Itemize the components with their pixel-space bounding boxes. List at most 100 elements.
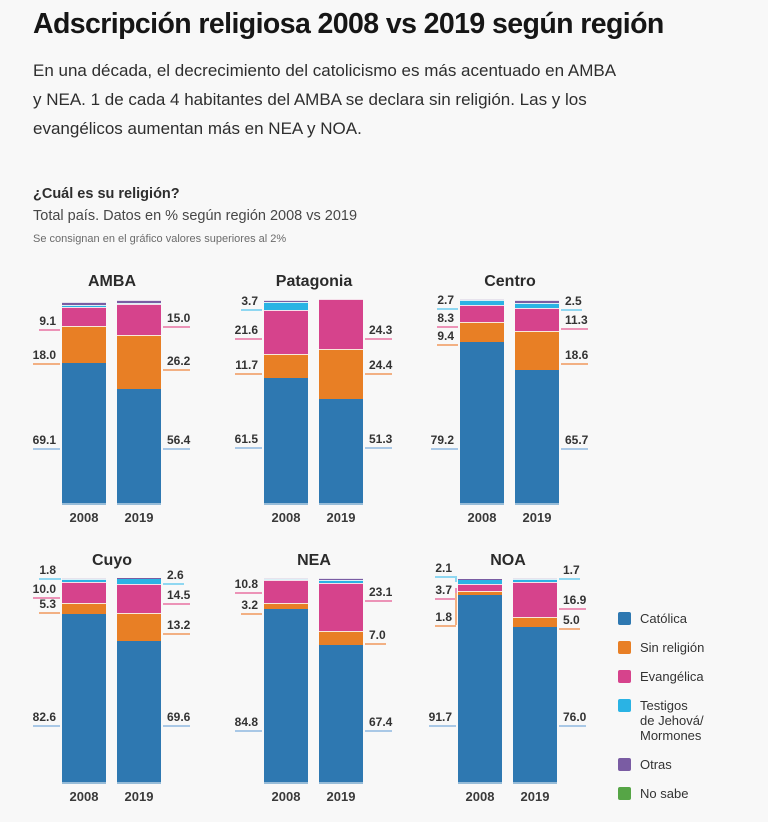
segment-evangelica <box>460 305 504 323</box>
segment-catolica <box>62 613 106 784</box>
value-label-catolica: 76.0 <box>559 710 587 728</box>
chart-title-noa: NOA <box>490 552 526 569</box>
segment-catolica <box>515 369 559 505</box>
segment-otras <box>319 578 363 581</box>
legend-item-sin_religion: Sin religión <box>618 640 758 655</box>
value-label-sin_religion: 11.7 <box>235 358 262 376</box>
legend-label-testigos: Testigos de Jehová/ Mormones <box>640 698 704 743</box>
year-label-2019: 2019 <box>326 510 356 525</box>
year-label-2019: 2019 <box>124 789 154 804</box>
segment-testigos <box>515 302 559 309</box>
leader-connector-testigos <box>59 577 61 581</box>
segment-evangelica <box>117 303 161 335</box>
segment-testigos <box>62 578 106 583</box>
chart-title-nea: NEA <box>297 552 331 569</box>
methodology-note: Se consignan en el gráfico valores super… <box>33 233 287 245</box>
segment-otras <box>264 578 308 580</box>
bar-2019-centro <box>515 300 559 505</box>
legend-label-evangelica: Evangélica <box>640 669 704 684</box>
segment-evangelica <box>319 583 363 631</box>
value-label-catolica: 56.4 <box>163 433 191 451</box>
segment-testigos <box>117 302 161 304</box>
segment-catolica <box>319 645 363 784</box>
year-label-2019: 2019 <box>522 510 552 525</box>
value-label-testigos: 2.7 <box>437 293 458 310</box>
value-label-sin_religion: 24.4 <box>365 358 393 376</box>
value-label-evangelica: 9.1 <box>39 314 60 331</box>
legend-swatch-sin_religion <box>618 641 631 654</box>
chart-amba: AMBA 2008 9.1 18.0 69.1 2019 15.0 26.2 56.4 <box>16 269 208 527</box>
year-label-2008: 2008 <box>271 510 301 525</box>
year-label-2008: 2008 <box>467 510 497 525</box>
segment-otras <box>458 578 502 580</box>
value-label-evangelica: 10.0 <box>32 582 60 599</box>
segment-testigos <box>513 578 557 583</box>
value-label-evangelica: 21.6 <box>234 323 262 341</box>
bar-2008-amba <box>62 301 106 505</box>
segment-otras <box>264 300 308 303</box>
value-label-testigos: 3.7 <box>241 294 262 311</box>
segment-sin_religion <box>513 617 557 628</box>
legend-label-sin_religion: Sin religión <box>640 640 705 655</box>
segment-evangelica <box>515 308 559 332</box>
chart-nea: NEA 2008 10.8 3.2 84.8 2019 23.1 7.0 67.4 <box>218 548 410 806</box>
value-label-evangelica: 10.8 <box>234 577 262 594</box>
chart-title-cuyo: Cuyo <box>92 552 132 569</box>
chart-cuyo: Cuyo 2008 1.8 10.0 5.3 82.6 2019 2.6 14.5 13.2 69.… <box>16 548 208 806</box>
value-label-sin_religion: 5.0 <box>559 613 580 631</box>
segment-sin_religion <box>319 349 363 400</box>
bar-2019-patagonia <box>319 299 363 505</box>
value-label-sin_religion: 18.6 <box>561 348 589 365</box>
segment-sin_religion <box>117 334 161 389</box>
year-label-2008: 2008 <box>69 789 99 804</box>
segment-sin_religion <box>460 322 504 342</box>
segment-otras <box>515 300 559 303</box>
year-label-2008: 2008 <box>465 789 495 804</box>
chart-title-centro: Centro <box>484 273 536 290</box>
segment-testigos <box>319 580 363 584</box>
value-label-sin_religion: 5.3 <box>39 597 60 614</box>
bar-2008-nea <box>264 578 308 784</box>
value-label-evangelica: 14.5 <box>163 588 191 605</box>
value-label-catolica: 65.7 <box>561 433 589 451</box>
value-label-evangelica: 24.3 <box>365 323 393 341</box>
segment-otras <box>460 299 504 300</box>
segment-catolica <box>513 627 557 784</box>
value-label-sin_religion: 1.8 <box>435 610 456 627</box>
value-label-testigos: 2.6 <box>163 568 184 585</box>
legend-item-catolica: Católica <box>618 611 758 626</box>
legend-item-testigos: Testigos de Jehová/ Mormones <box>618 698 758 743</box>
segment-sin_religion <box>319 630 363 646</box>
leader-connector-evangelica <box>455 587 457 598</box>
value-label-catolica: 69.6 <box>163 710 191 728</box>
bar-2008-noa <box>458 578 502 784</box>
legend-swatch-otras <box>618 758 631 771</box>
value-label-catolica: 67.4 <box>365 715 393 733</box>
bar-2019-nea <box>319 578 363 784</box>
segment-testigos <box>117 578 161 584</box>
segment-evangelica <box>117 583 161 614</box>
value-label-sin_religion: 26.2 <box>163 354 191 372</box>
value-label-evangelica: 11.3 <box>561 313 588 330</box>
segment-sin_religion <box>264 354 308 379</box>
year-label-2019: 2019 <box>124 510 154 525</box>
chart-patagonia: Patagonia 2008 3.7 21.6 11.7 61.5 2019 24.3 24.4… <box>218 269 410 527</box>
value-label-sin_religion: 3.2 <box>241 598 262 616</box>
value-label-sin_religion: 9.4 <box>437 329 458 346</box>
segment-sin_religion <box>515 331 559 370</box>
legend-swatch-testigos <box>618 699 631 712</box>
value-label-evangelica: 15.0 <box>163 311 191 328</box>
value-label-catolica: 51.3 <box>365 432 393 450</box>
value-label-sin_religion: 7.0 <box>365 628 386 646</box>
segment-sin_religion <box>62 602 106 614</box>
segment-evangelica <box>319 299 363 350</box>
segment-testigos <box>460 299 504 306</box>
value-label-evangelica: 8.3 <box>437 311 458 328</box>
leader-connector-sin_religion <box>455 593 457 625</box>
value-label-catolica: 82.6 <box>32 710 60 728</box>
value-label-testigos: 1.8 <box>39 563 60 580</box>
chart-centro: Centro 2008 2.7 8.3 9.4 79.2 2019 2.5 11.3 18.6 65… <box>414 269 606 527</box>
year-label-2019: 2019 <box>520 789 550 804</box>
value-label-catolica: 79.2 <box>430 433 458 451</box>
bar-2008-centro <box>460 299 504 505</box>
